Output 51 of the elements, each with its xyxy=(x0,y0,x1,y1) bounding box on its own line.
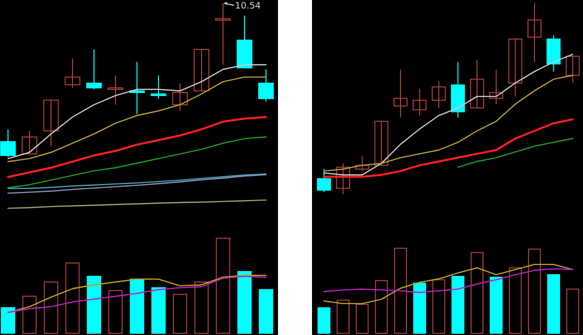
bar xyxy=(318,307,330,334)
bar xyxy=(194,282,209,334)
candlestick xyxy=(129,61,145,114)
candlestick xyxy=(336,162,350,194)
bar xyxy=(237,271,252,334)
bar xyxy=(151,287,166,334)
bar xyxy=(547,274,560,334)
bar xyxy=(108,290,123,334)
candlestick xyxy=(64,58,80,88)
candlestick xyxy=(316,168,331,193)
bar xyxy=(374,280,388,334)
candlestick xyxy=(258,68,274,102)
bar xyxy=(0,307,16,334)
bar xyxy=(258,289,274,334)
candlestick xyxy=(0,128,16,158)
bar xyxy=(508,267,522,334)
candlestick xyxy=(470,60,484,108)
candlestick xyxy=(394,69,408,118)
candlestick xyxy=(508,38,522,97)
bar xyxy=(451,276,464,334)
bar xyxy=(528,248,541,334)
candlestick xyxy=(108,75,124,106)
candlestick xyxy=(86,48,102,90)
bar xyxy=(130,278,144,334)
bar xyxy=(65,262,80,334)
bar xyxy=(394,248,407,334)
bar xyxy=(172,294,188,334)
bar xyxy=(336,300,350,334)
candlestick xyxy=(566,56,580,84)
candlestick xyxy=(412,88,427,116)
candlestick xyxy=(432,80,446,108)
bar xyxy=(216,238,230,334)
candlestick xyxy=(150,75,166,100)
candlestick xyxy=(527,2,542,63)
candlestick xyxy=(43,100,59,147)
candlestick xyxy=(489,69,504,105)
bar xyxy=(356,304,369,334)
candlestick xyxy=(194,48,210,92)
bar xyxy=(432,279,446,334)
candlestick xyxy=(172,82,188,112)
bar xyxy=(44,282,58,334)
candlestick xyxy=(22,130,38,154)
bar xyxy=(490,276,503,334)
bar xyxy=(470,252,484,334)
bar xyxy=(566,288,580,334)
annotation: 10.54 xyxy=(235,1,262,12)
bar xyxy=(86,276,102,334)
bar xyxy=(22,296,37,334)
candlestick xyxy=(374,120,388,166)
candlestick xyxy=(355,155,370,172)
bar xyxy=(413,282,426,334)
